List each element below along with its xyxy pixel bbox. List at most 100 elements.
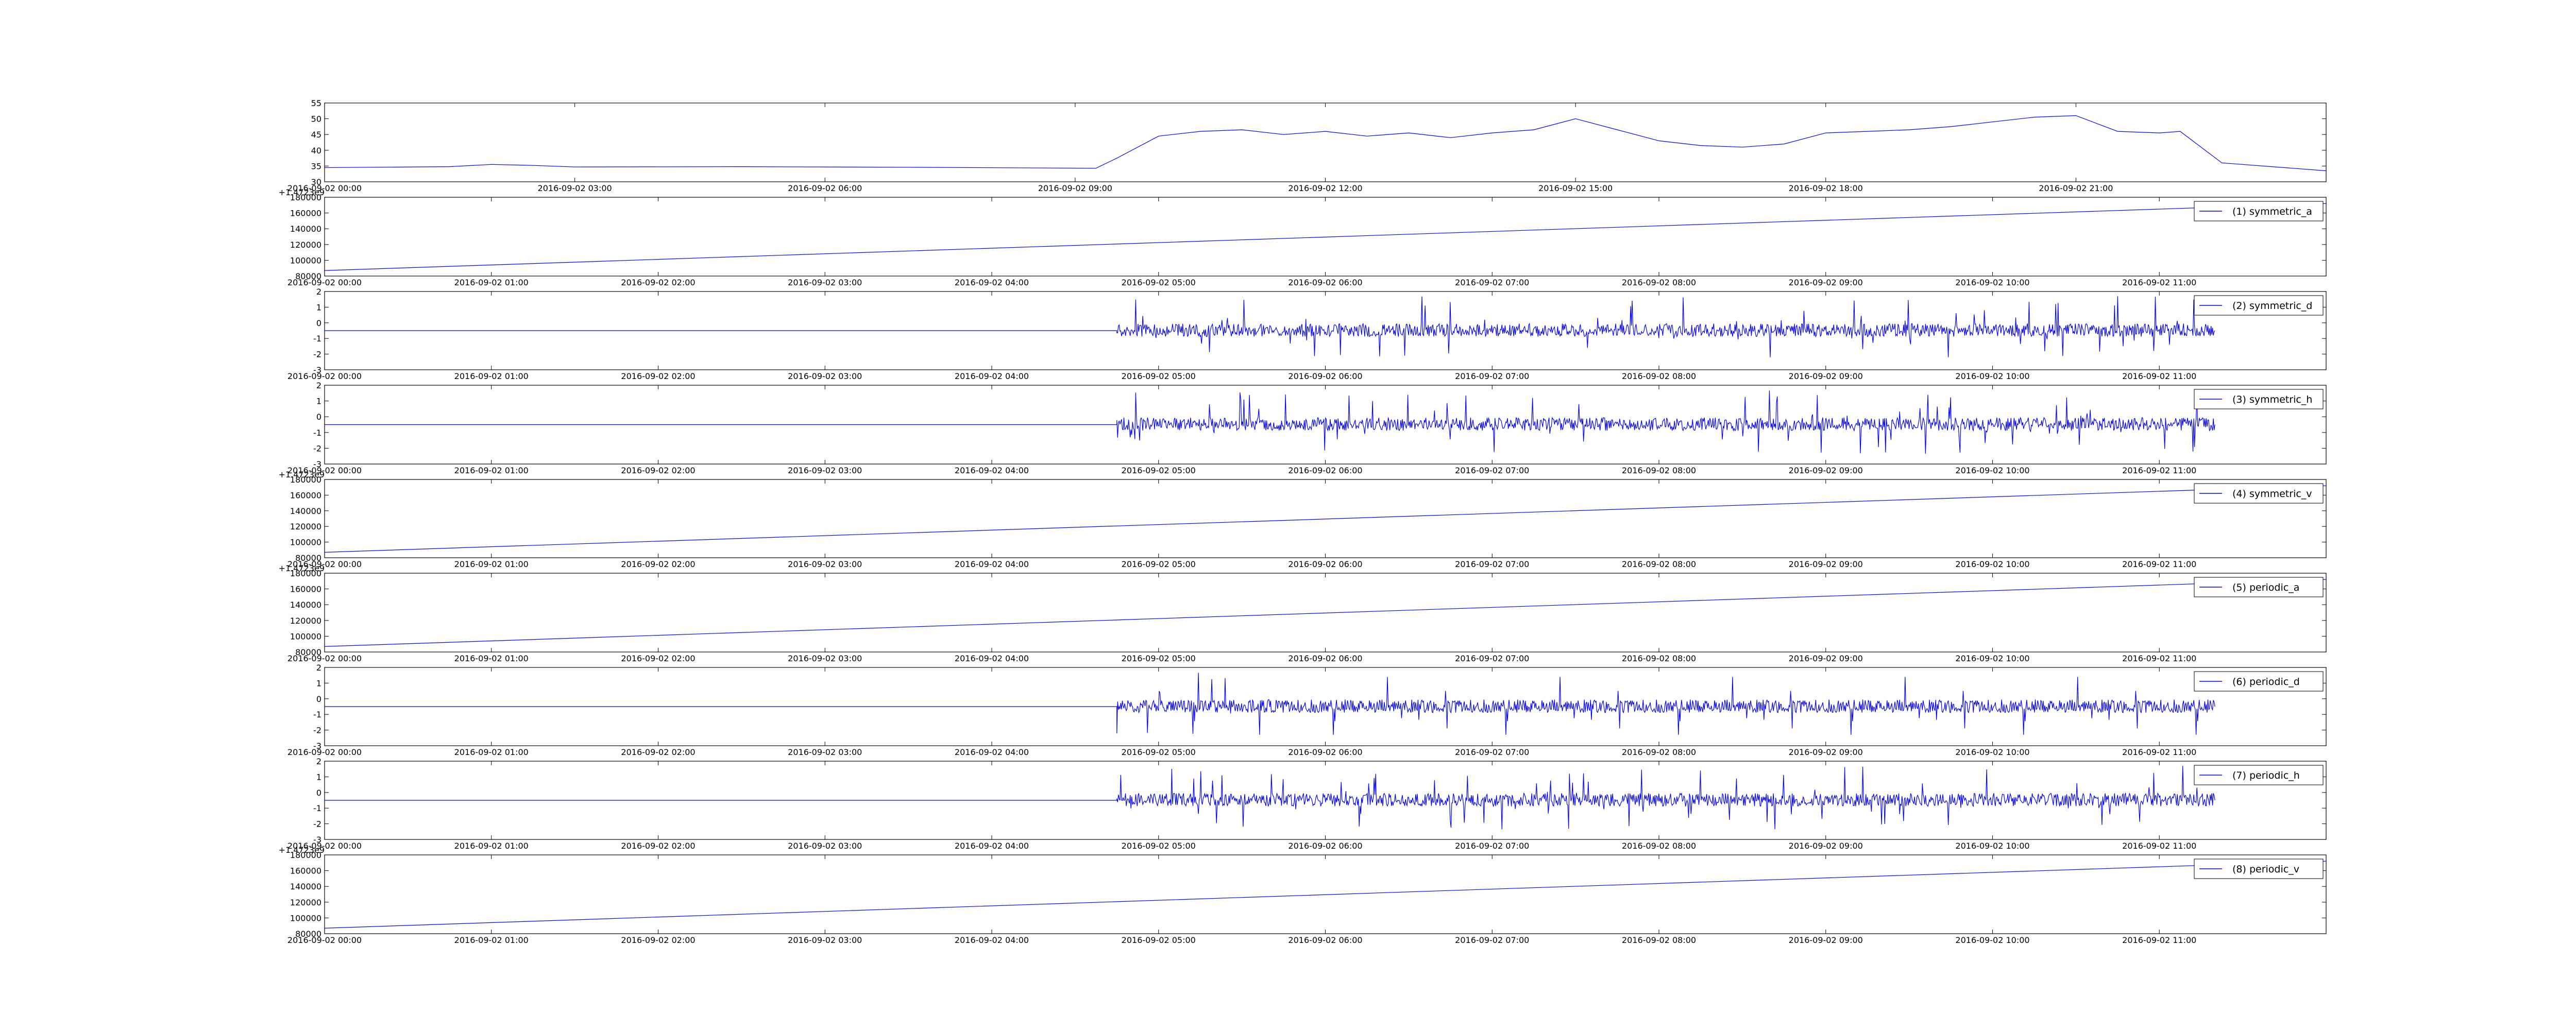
y-tick-label: 0 — [316, 318, 321, 328]
y-tick-label: 100000 — [290, 913, 321, 923]
x-tick-label: 2016-09-02 10:00 — [1955, 466, 2029, 475]
x-tick-label: 2016-09-02 07:00 — [1455, 654, 1529, 663]
x-tick-label: 2016-09-02 02:00 — [621, 466, 695, 475]
x-tick-label: 2016-09-02 02:00 — [621, 654, 695, 663]
x-tick-label: 2016-09-02 08:00 — [1622, 654, 1696, 663]
x-tick-label: 2016-09-02 10:00 — [1955, 654, 2029, 663]
x-tick-label: 2016-09-02 09:00 — [1789, 278, 1863, 287]
x-tick-label: 2016-09-02 21:00 — [2039, 183, 2113, 193]
x-tick-label: 2016-09-02 07:00 — [1455, 371, 1529, 381]
x-tick-label: 2016-09-02 09:00 — [1789, 654, 1863, 663]
series-line-6 — [324, 579, 2327, 647]
x-tick-label: 2016-09-02 01:00 — [454, 559, 529, 569]
x-tick-label: 2016-09-02 05:00 — [1122, 278, 1196, 287]
chart-panel-7: -3 -2 -1 0 1 2 2016-09-02 00:00 2016-09-02 01:0… — [287, 663, 2327, 757]
x-tick-label: 2016-09-02 01:00 — [454, 935, 529, 945]
x-tick-label: 2016-09-02 07:00 — [1455, 935, 1529, 945]
legend-label: (1) symmetric_a — [2232, 206, 2312, 217]
y-tick-label: 100000 — [290, 631, 321, 641]
x-tick-label: 2016-09-02 02:00 — [621, 278, 695, 287]
axes-frame — [324, 479, 2327, 558]
x-tick-label: 2016-09-02 11:00 — [2122, 559, 2196, 569]
y-tick-label: -2 — [313, 726, 321, 735]
chart-panel-5: 80000 100000 120000 140000 160000 180000 2016-… — [279, 470, 2327, 569]
series-line-8 — [325, 766, 2215, 830]
x-tick-label: 2016-09-02 02:00 — [621, 371, 695, 381]
series-line-9 — [324, 861, 2327, 929]
x-tick-label: 2016-09-02 06:00 — [1288, 278, 1362, 287]
x-tick-label: 2016-09-02 03:00 — [788, 278, 862, 287]
y-tick-label: 1 — [316, 397, 321, 406]
y-tick-label: -1 — [313, 803, 321, 813]
y-tick-label: 50 — [311, 114, 321, 124]
legend-label: (3) symmetric_h — [2232, 394, 2312, 405]
x-tick-label: 2016-09-02 06:00 — [1288, 371, 1362, 381]
legend-label: (5) periodic_a — [2232, 582, 2299, 593]
series-line-4 — [325, 390, 2215, 454]
axes-frame — [324, 102, 2327, 182]
x-tick-label: 2016-09-02 04:00 — [955, 278, 1029, 287]
x-tick-label: 2016-09-02 11:00 — [2122, 371, 2196, 381]
x-tick-label: 2016-09-02 03:00 — [788, 371, 862, 381]
x-tick-label: 2016-09-02 07:00 — [1455, 466, 1529, 475]
x-tick-label: 2016-09-02 06:00 — [1288, 466, 1362, 475]
y-tick-label: -3 — [313, 835, 321, 845]
y-tick-label: -3 — [313, 365, 321, 375]
y-tick-label: -1 — [313, 710, 321, 719]
y-tick-label: -1 — [313, 334, 321, 344]
y-offset-label: +1.4723e9 — [279, 563, 325, 573]
series-line-1 — [324, 115, 2327, 171]
y-tick-label: 45 — [311, 130, 321, 140]
y-tick-label: 140000 — [290, 600, 321, 610]
x-tick-label: 2016-09-02 11:00 — [2122, 935, 2196, 945]
y-tick-label: 100000 — [290, 255, 321, 265]
x-tick-label: 2016-09-02 08:00 — [1622, 747, 1696, 757]
x-tick-label: 2016-09-02 06:00 — [788, 183, 862, 193]
x-tick-label: 2016-09-02 07:00 — [1455, 278, 1529, 287]
chart-panel-6: 80000 100000 120000 140000 160000 180000 2016-… — [279, 563, 2327, 663]
x-tick-label: 2016-09-02 00:00 — [287, 747, 362, 757]
series-line-2 — [324, 203, 2327, 271]
legend-label: (2) symmetric_d — [2232, 300, 2312, 312]
y-tick-label: 30 — [311, 177, 321, 187]
x-tick-label: 2016-09-02 11:00 — [2122, 466, 2196, 475]
x-tick-label: 2016-09-02 03:00 — [538, 183, 612, 193]
chart-panel-9: 80000 100000 120000 140000 160000 180000 2016-… — [279, 845, 2327, 945]
x-tick-label: 2016-09-02 09:00 — [1789, 841, 1863, 851]
x-tick-label: 2016-09-02 00:00 — [287, 654, 362, 663]
chart-panel-4: -3 -2 -1 0 1 2 2016-09-02 00:00 2016-09-02 01:0… — [287, 381, 2327, 475]
y-tick-label: 0 — [316, 788, 321, 798]
legend-label: (6) periodic_d — [2232, 676, 2300, 688]
y-tick-label: 2 — [316, 757, 321, 766]
x-tick-label: 2016-09-02 09:00 — [1038, 183, 1112, 193]
x-tick-label: 2016-09-02 08:00 — [1622, 371, 1696, 381]
y-tick-label: 120000 — [290, 240, 321, 250]
x-tick-label: 2016-09-02 08:00 — [1622, 466, 1696, 475]
y-tick-label: 2 — [316, 287, 321, 297]
y-tick-label: 2 — [316, 381, 321, 390]
x-tick-label: 2016-09-02 00:00 — [287, 466, 362, 475]
x-tick-label: 2016-09-02 08:00 — [1622, 278, 1696, 287]
x-tick-label: 2016-09-02 05:00 — [1122, 747, 1196, 757]
y-tick-label: 180000 — [290, 475, 321, 485]
x-tick-label: 2016-09-02 02:00 — [621, 841, 695, 851]
x-tick-label: 2016-09-02 02:00 — [621, 935, 695, 945]
x-tick-label: 2016-09-02 04:00 — [955, 935, 1029, 945]
x-tick-label: 2016-09-02 11:00 — [2122, 841, 2196, 851]
x-tick-label: 2016-09-02 08:00 — [1622, 841, 1696, 851]
x-tick-label: 2016-09-02 05:00 — [1122, 841, 1196, 851]
x-tick-label: 2016-09-02 04:00 — [955, 747, 1029, 757]
y-tick-label: 55 — [311, 98, 321, 108]
legend-label: (4) symmetric_v — [2232, 488, 2312, 500]
x-tick-label: 2016-09-02 06:00 — [1288, 559, 1362, 569]
x-tick-label: 2016-09-02 09:00 — [1789, 371, 1863, 381]
y-tick-label: 0 — [316, 694, 321, 704]
y-offset-label: +1.4723e9 — [279, 845, 325, 855]
x-tick-label: 2016-09-02 06:00 — [1288, 841, 1362, 851]
y-tick-label: 80000 — [295, 647, 321, 657]
x-tick-label: 2016-09-02 03:00 — [788, 466, 862, 475]
y-tick-label: 140000 — [290, 224, 321, 234]
x-tick-label: 2016-09-02 10:00 — [1955, 559, 2029, 569]
x-tick-label: 2016-09-02 07:00 — [1455, 747, 1529, 757]
